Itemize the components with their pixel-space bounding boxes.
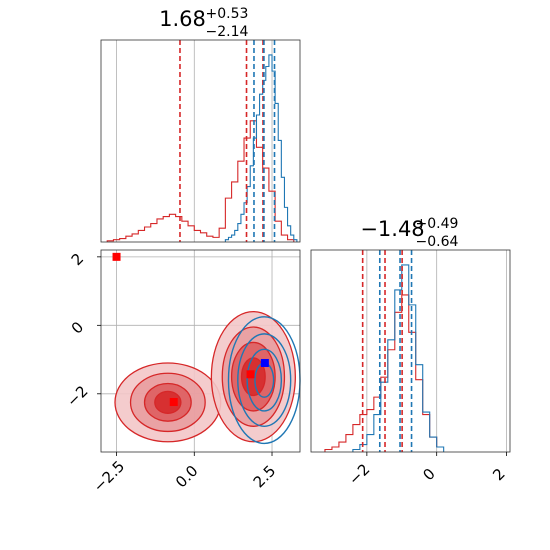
point-marker-blue [260,358,269,367]
y-tick-label: 2 [68,250,87,269]
x-tick-label: 2 [489,465,508,484]
point-marker-red [112,252,121,261]
blue-density-contour [246,348,283,412]
x-tick-label: 2.5 [250,462,280,492]
histogram-red [324,294,438,452]
p2-hist-title-upper: +0.49 [416,216,459,232]
red-density-contour [154,390,182,414]
histogram-blue [224,54,298,242]
panel-bottom-right-histogram: −1.48+0.49 −0.64 −2 0 2 [310,216,511,489]
p2-hist-title-lower: −0.64 [416,234,459,250]
x-tick-label: −2.5 [90,457,128,495]
point-marker-red [246,370,255,379]
histogram-blue [352,264,445,452]
panel-bottom-left-contour: −2.5 0.0 2.5 −2 0 2 [63,249,301,496]
p1-hist-title-lower: −2.14 [206,24,249,40]
histogram-red [106,120,295,242]
blue-density-contour [237,333,292,428]
axes-frame [100,39,301,243]
p1-hist-title-upper: +0.53 [206,6,249,22]
p2-hist-title: −1.48 [360,217,424,241]
panel-top-left-histogram: 1.68 +0.53 −2.14 [100,6,301,243]
axes-frame [100,249,301,453]
y-tick-label: −2 [63,382,91,410]
point-marker-red [169,398,178,407]
p1-hist-title: 1.68 [159,7,206,31]
x-tick-label: 0 [419,465,438,484]
axes-frame [310,249,511,453]
x-tick-label: 0.0 [172,462,202,492]
y-tick-label: 0 [68,318,87,337]
x-tick-label: −2 [345,460,373,488]
